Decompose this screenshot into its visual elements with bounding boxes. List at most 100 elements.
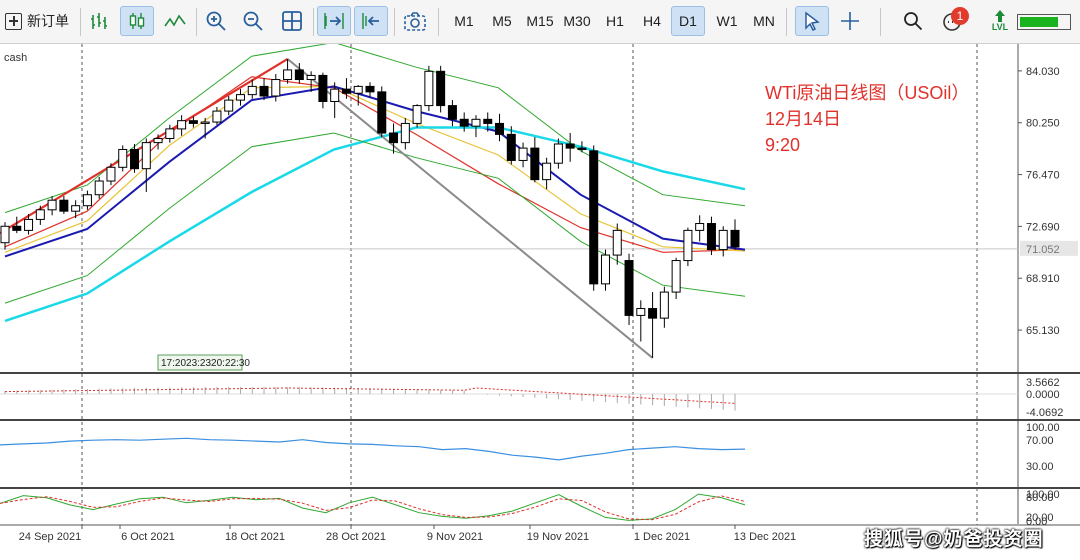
candle-down xyxy=(365,85,375,93)
bar-chart-icon xyxy=(91,13,107,29)
separator xyxy=(80,8,81,36)
screenshot-button[interactable] xyxy=(400,6,430,36)
band-upper-line xyxy=(4,44,746,214)
separator xyxy=(786,8,787,36)
price-axis-label: 80.250 xyxy=(1026,118,1060,130)
candle-down xyxy=(530,147,540,181)
candle-down xyxy=(341,88,351,94)
line-chart-button[interactable] xyxy=(160,6,190,36)
stochastic-axis-label: 100.00 xyxy=(1026,489,1060,501)
search-icon xyxy=(904,12,923,31)
band-lower-line xyxy=(4,132,746,304)
price-axis-label: 72.690 xyxy=(1026,221,1060,233)
timeframe-mn[interactable]: MN xyxy=(753,13,775,29)
candle-up xyxy=(271,79,281,97)
search-button[interactable] xyxy=(900,6,926,36)
timeframe-m30[interactable]: M30 xyxy=(563,13,591,29)
tick-strip-box xyxy=(157,354,243,371)
signal-icon xyxy=(995,10,1005,22)
candle-up xyxy=(0,225,10,244)
trend-line-gray xyxy=(286,58,654,359)
candle-down xyxy=(130,148,140,170)
candle-down xyxy=(577,147,587,150)
candle-down xyxy=(506,133,516,161)
stochastic-axis-label: 80.00 xyxy=(1026,492,1054,504)
rsi-line xyxy=(0,437,746,461)
cursor-button[interactable] xyxy=(795,6,829,36)
candle-up xyxy=(518,147,528,161)
time-axis-label: 1 Dec 2021 xyxy=(634,531,690,543)
price-axis-label: 84.030 xyxy=(1026,66,1060,78)
candle-up xyxy=(235,94,245,101)
time-axis-label: 19 Nov 2021 xyxy=(527,531,589,543)
symbol-label: cash xyxy=(4,52,27,64)
stochastic-axis-label: 0.00 xyxy=(1026,516,1047,528)
last-price-box xyxy=(1020,240,1078,256)
candle-up xyxy=(118,148,128,168)
price-chart[interactable]: 84.030 80.250 76.470 72.690 68.910 65.130 71.0… xyxy=(0,44,1080,560)
line-chart-icon xyxy=(164,14,186,27)
candle-up xyxy=(141,142,151,170)
candle-up xyxy=(306,74,316,81)
candle-up xyxy=(695,223,705,231)
candle-down xyxy=(259,85,269,97)
candle-up xyxy=(106,166,116,182)
timeframe-d1[interactable]: D1 xyxy=(671,6,705,36)
candle-up xyxy=(153,138,163,144)
candle-up xyxy=(600,254,610,285)
candle-up xyxy=(177,120,187,130)
last-price-label: 71.052 xyxy=(1026,244,1060,256)
rsi-axis-label: 30.00 xyxy=(1026,461,1054,473)
time-axis-label: 9 Nov 2021 xyxy=(427,531,483,543)
candle-down xyxy=(389,132,399,144)
timeframe-w1[interactable]: W1 xyxy=(716,13,738,29)
stochastic-signal-line xyxy=(0,495,746,521)
timeframe-h1[interactable]: H1 xyxy=(606,13,624,29)
chart-shift-button[interactable] xyxy=(354,6,388,36)
candle-down xyxy=(483,118,493,124)
cursor-arrow-icon xyxy=(805,11,820,31)
level-meter xyxy=(1017,14,1071,30)
ma-cyan-line xyxy=(4,126,746,323)
autoscroll-icon xyxy=(324,13,344,29)
candle-up xyxy=(412,105,422,124)
candle-down xyxy=(624,260,634,316)
candle-down xyxy=(318,74,328,102)
bar-chart-button[interactable] xyxy=(85,6,113,36)
new-order-button[interactable]: 新订单 xyxy=(2,6,72,36)
separator xyxy=(880,8,881,36)
crosshair-button[interactable] xyxy=(835,6,865,36)
camera-icon xyxy=(404,12,426,31)
candle-up xyxy=(353,85,363,94)
timeframe-m5[interactable]: M5 xyxy=(492,13,512,29)
time-axis-label: 24 Sep 2021 xyxy=(19,531,81,543)
new-order-icon xyxy=(5,12,22,30)
crosshair-icon xyxy=(841,12,859,30)
candle-down xyxy=(459,118,469,127)
zoom-out-button[interactable] xyxy=(238,6,268,36)
zoom-in-button[interactable] xyxy=(201,6,231,36)
watermark: 搜狐号@奶爸投资圈 xyxy=(864,529,1044,550)
chart-shift-icon xyxy=(362,13,379,29)
grid-icon xyxy=(282,11,302,31)
time-axis-label: 28 Oct 2021 xyxy=(326,531,386,543)
candle-up xyxy=(24,218,34,231)
price-axis-label: 65.130 xyxy=(1026,325,1060,337)
candle-up xyxy=(471,118,481,127)
tile-windows-button[interactable] xyxy=(277,6,307,36)
candle-up xyxy=(671,260,681,293)
candle-up xyxy=(683,229,693,262)
candle-down xyxy=(12,225,22,231)
zoom-out-icon xyxy=(243,11,263,31)
time-axis-label: 18 Oct 2021 xyxy=(225,531,285,543)
timeframe-h4[interactable]: H4 xyxy=(643,13,661,29)
candle-down xyxy=(706,223,716,251)
timeframe-m1[interactable]: M1 xyxy=(454,13,474,29)
macd-axis-label: -4.0692 xyxy=(1026,407,1063,419)
candle-down xyxy=(730,229,740,248)
candlestick-chart-button[interactable] xyxy=(120,6,154,36)
timeframe-m15[interactable]: M15 xyxy=(526,13,554,29)
tick-strip-label: 17:2023:2320:22:30 xyxy=(161,358,250,369)
zoom-in-icon xyxy=(206,11,226,31)
autoscroll-button[interactable] xyxy=(317,6,351,36)
